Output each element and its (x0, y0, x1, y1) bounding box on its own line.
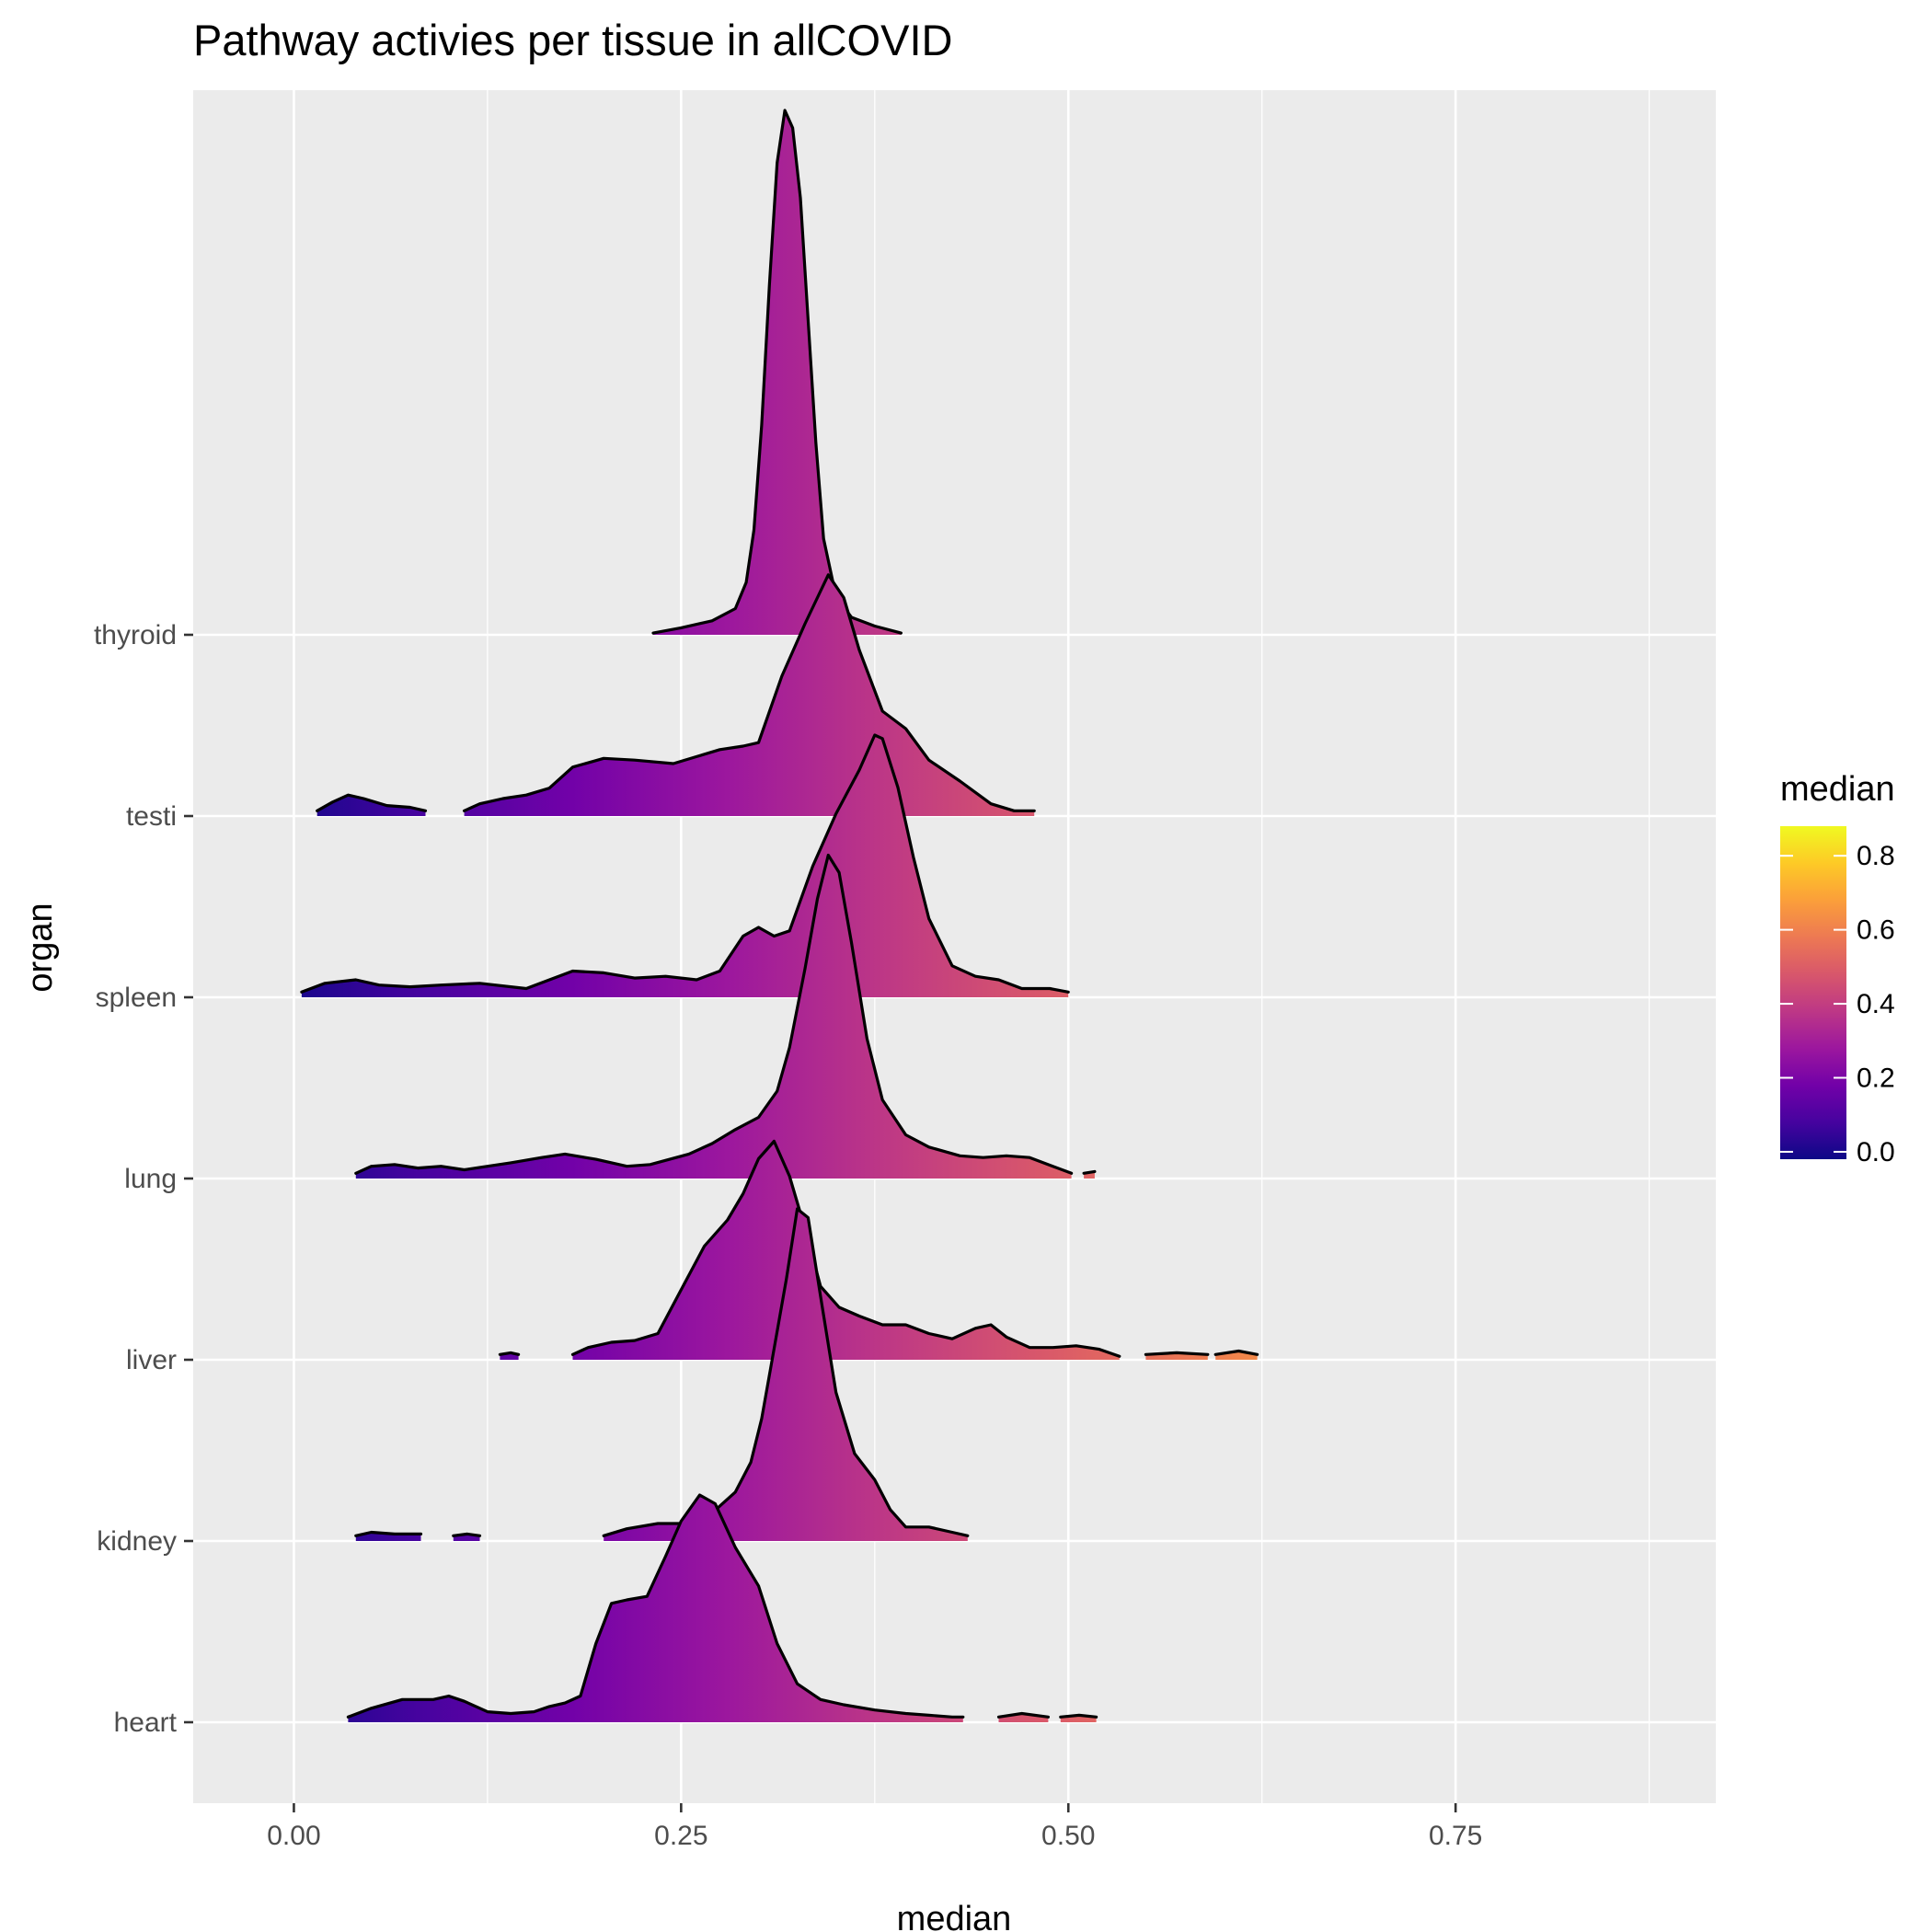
y-tick-label: kidney (97, 1526, 177, 1557)
ridge-line-heart (996, 1711, 1050, 1719)
ridge-line-kidney (354, 1530, 423, 1537)
ridge-line-kidney (452, 1532, 482, 1537)
x-axis-title: median (897, 1900, 1012, 1932)
density-ridges (300, 109, 1259, 1722)
ridge-line-liver (1144, 1351, 1210, 1356)
ridge-line-liver (498, 1351, 521, 1356)
ridge-line-heart (346, 1493, 965, 1719)
legend-tick-label: 0.6 (1857, 915, 1895, 946)
y-tick-label: testi (126, 801, 177, 832)
ridge-lung (354, 853, 1097, 1179)
x-tick-label: 0.00 (267, 1821, 320, 1851)
y-axis-title: organ (21, 903, 60, 992)
y-tick-label: lung (124, 1164, 177, 1194)
legend-tick-label: 0.4 (1857, 989, 1895, 1019)
plot-panel (193, 90, 1716, 1803)
ridge-fill-testi (316, 795, 426, 816)
ridge-line-lung (354, 853, 1074, 1175)
y-tick-label: heart (114, 1708, 178, 1738)
color-legend: median 0.0 0.2 0.4 0.6 0.8 (1780, 770, 1895, 1167)
chart-title: Pathway activies per tissue in allCOVID (193, 16, 952, 64)
legend-title: median (1780, 770, 1895, 809)
legend-colorbar (1780, 826, 1846, 1159)
legend-tick-label: 0.0 (1857, 1137, 1895, 1167)
legend-tick-label: 0.8 (1857, 841, 1895, 871)
x-tick-label: 0.25 (654, 1821, 707, 1851)
ridge-heart (346, 1493, 1098, 1722)
ridge-fill-liver (572, 1141, 1120, 1360)
y-tick-label: liver (126, 1345, 177, 1375)
ridge-spleen (300, 733, 1070, 997)
ridge-line-liver (1213, 1349, 1259, 1356)
ridge-testi (316, 573, 1036, 816)
ridge-line-spleen (300, 733, 1070, 994)
legend-tick-label: 0.2 (1857, 1064, 1895, 1094)
x-tick-label: 0.75 (1429, 1821, 1482, 1851)
x-tick-label: 0.50 (1041, 1821, 1095, 1851)
ridge-fill-kidney (604, 1209, 968, 1541)
ridge-line-testi (316, 793, 428, 812)
y-tick-label: thyroid (94, 620, 177, 650)
x-axis: 0.00 0.25 0.50 0.75 (267, 1803, 1482, 1851)
y-axis: heart kidney liver lung spleen testi thyroid (94, 620, 193, 1738)
ridge-line-testi (463, 573, 1036, 812)
ridge-liver (498, 1139, 1259, 1360)
ridge-fill-thyroid (653, 110, 902, 635)
ridge-fill-testi (464, 574, 1035, 816)
y-tick-label: spleen (96, 983, 177, 1013)
ridge-fill-heart (348, 1495, 963, 1722)
ridge-line-liver (570, 1139, 1121, 1358)
ridge-fill-spleen (301, 735, 1069, 997)
ridge-line-heart (1059, 1713, 1098, 1719)
legend-ticks: 0.0 0.2 0.4 0.6 0.8 (1780, 841, 1895, 1167)
ridge-line-lung (1082, 1169, 1097, 1175)
